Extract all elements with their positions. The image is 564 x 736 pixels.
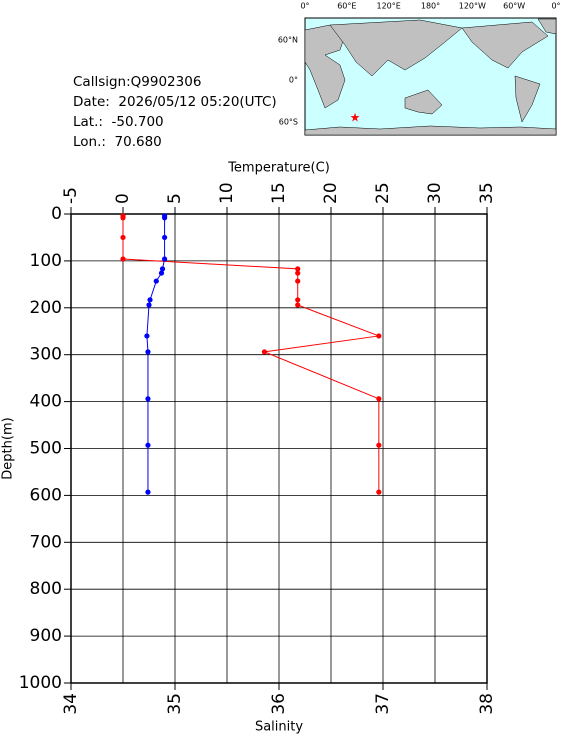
data-point [376,333,382,339]
x-tick-label: 30 [425,182,445,204]
data-point [145,489,151,495]
data-point [376,396,382,402]
map-lat-label: 60°N [278,36,298,45]
data-point [153,278,159,284]
australia [404,89,443,115]
map-lon-label: 60°E [337,2,356,11]
date: Date: 2026/05/12 05:20(UTC) [73,94,277,110]
x2-tick-label: 37 [373,693,393,715]
data-point [162,215,168,221]
data-point [376,442,382,448]
y-tick-label: 100 [30,251,62,271]
callsign: Callsign:Q9902306 [73,74,201,90]
map-lon-label: 0° [300,2,309,11]
world-map: ★ [304,17,557,136]
profile-line [146,215,166,493]
data-point [146,302,152,308]
map-lon-label: 0° [551,2,560,11]
map-lat-label: 60°S [279,118,298,127]
x-tick-label: 35 [477,182,497,204]
map-lon-label: 60°W [503,2,525,11]
latitude: Lat.: -50.700 [73,114,164,130]
data-point [295,270,301,276]
data-point [261,349,268,355]
asia [329,19,463,77]
y-tick-label: 1000 [19,673,62,693]
map-lon-label: 120°E [377,2,401,11]
x2-tick-label: 36 [269,693,289,715]
data-point [147,297,153,303]
map-lon-label: 180° [421,2,440,11]
map-lon-label: 120°W [459,2,486,11]
data-point [120,234,126,241]
float-location: ★ [350,111,361,125]
data-point [162,234,168,241]
x-tick-label: 10 [217,182,237,204]
x2-axis-label: Salinity [255,720,303,735]
y-tick-label: 300 [30,345,62,365]
y-tick-label: 600 [30,485,62,505]
y-tick-label: 700 [30,532,62,552]
x2-tick-label: 34 [61,693,81,715]
y-tick-label: 200 [30,298,62,318]
y-tick-label: 400 [30,392,62,412]
antarctica [304,125,557,136]
data-point [295,297,301,303]
data-point [120,215,126,221]
x2-tick-label: 38 [477,693,497,715]
north-america [461,21,549,69]
data-point [145,396,151,402]
data-point [120,256,126,262]
y-tick-label: 800 [30,579,62,599]
longitude: Lon.: 70.680 [73,134,162,150]
x-tick-label: 15 [269,182,289,204]
x2-tick-label: 35 [165,693,185,715]
plot-frame [70,213,488,684]
x-tick-label: 0 [113,193,133,204]
data-point [159,266,166,272]
map-lat-label: 0° [289,76,298,85]
x-tick-label: 5 [165,193,185,204]
data-point [144,333,150,339]
x-tick-label: -5 [61,187,81,204]
x-tick-label: 20 [321,182,341,204]
y-tick-label: 900 [30,626,62,646]
data-point [376,489,382,495]
y-axis-label: Depth(m) [1,417,16,479]
data-point [145,349,151,355]
data-point [162,256,168,262]
data-point [295,266,301,272]
data-point [295,302,301,308]
data-point [295,278,301,284]
y-tick-label: 0 [51,204,62,224]
y-tick-label: 500 [30,439,62,459]
x-axis-label: Temperature(C) [227,161,330,176]
data-point [158,270,165,276]
profile-line [122,215,380,493]
south-america [514,75,541,123]
data-point [145,442,151,448]
x-tick-label: 25 [373,182,393,204]
greenland [537,18,557,35]
